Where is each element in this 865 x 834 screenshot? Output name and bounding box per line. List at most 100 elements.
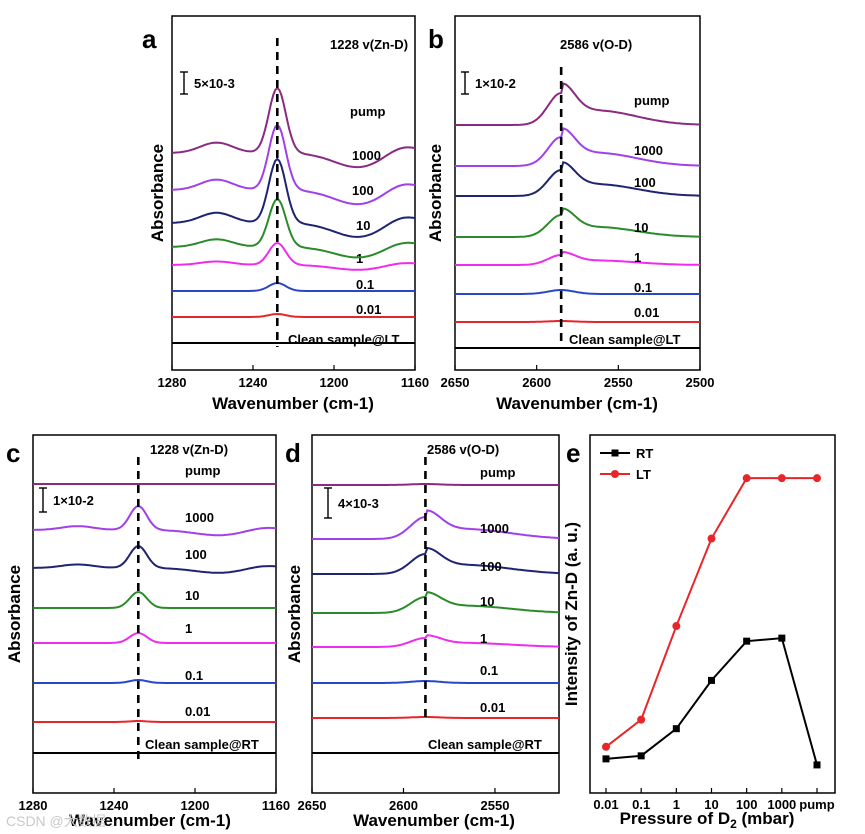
panel-b-curve-10 <box>455 207 701 238</box>
panel-c-curve-label: Clean sample@RT <box>145 737 259 752</box>
panel-c-curve-0-1 <box>33 678 276 684</box>
panel-e-xtick-label: 0.01 <box>593 797 618 812</box>
panel-e-point-lt <box>672 622 681 631</box>
panel-a-curve-label: 10 <box>356 218 370 233</box>
panel-e-point-rt <box>813 761 821 769</box>
panel-d-curve-label: 100 <box>480 559 502 574</box>
panel-d-curve-label: 0.1 <box>480 663 498 678</box>
panel-c-curve-100 <box>33 544 277 574</box>
panel-c-scale-label: 1×10-2 <box>53 493 94 508</box>
panel-b-frame <box>454 15 701 371</box>
panel-e-point-lt <box>742 474 751 483</box>
panel-e-point-lt <box>777 474 786 483</box>
panel-e-point-rt <box>743 637 751 645</box>
panel-b-curve-100 <box>455 161 700 197</box>
panel-e-xtick-label: 100 <box>736 797 758 812</box>
panel-c-curve-1000 <box>33 504 277 537</box>
panel-d-xtick-label: 2550 <box>481 798 510 813</box>
panel-a-curve-1 <box>172 241 416 271</box>
panel-e-point-lt <box>707 534 716 543</box>
panel-e-xlabel: Pressure of D2 (mbar) <box>620 809 795 831</box>
panel-a-curve-label: 1 <box>356 251 363 266</box>
panel-b-curve-label: pump <box>634 93 669 108</box>
panel-c-curve-10 <box>33 590 276 609</box>
panel-d-ylabel: Absorbance <box>285 565 304 663</box>
panel-a-curve-0-1 <box>172 281 415 292</box>
panel-a-scale-label: 5×10-3 <box>194 76 235 91</box>
panel-b-letter: b <box>428 24 444 54</box>
panel-e-xtick-label: 1000 <box>767 797 796 812</box>
panel-e-xtick-label: 10 <box>704 797 718 812</box>
panel-c-curve-label: 10 <box>185 588 199 603</box>
panel-e-point-rt <box>672 725 680 733</box>
panel-c-curve-0-01 <box>33 720 276 723</box>
panel-b-curve-label: 10 <box>634 220 648 235</box>
panel-a-curve-0-01 <box>172 312 415 318</box>
panel-b-curve-label: Clean sample@LT <box>569 332 680 347</box>
panel-d-letter: d <box>285 438 301 468</box>
panel-d-scale-label: 4×10-3 <box>338 496 379 511</box>
panel-e-frame <box>589 434 836 794</box>
panel-a-peak-label: 1228 v(Zn-D) <box>330 37 408 52</box>
panel-e-legend-marker <box>611 449 619 457</box>
panel-b-scale-label: 1×10-2 <box>475 76 516 91</box>
panel-d-curve-label: pump <box>480 465 515 480</box>
panel-d-curve-label: 10 <box>480 594 494 609</box>
panel-a-xtick-label: 1240 <box>239 375 268 390</box>
panel-c-curve-label: 100 <box>185 547 207 562</box>
panel-a-curve-label: 100 <box>352 183 374 198</box>
panel-a-curve-1000 <box>171 123 416 206</box>
panel-b-curve-1000 <box>455 127 701 167</box>
panel-b-curve-label: 0.01 <box>634 305 659 320</box>
panel-c-curve-label: 1000 <box>185 510 214 525</box>
panel-b-curve-label: 0.1 <box>634 280 652 295</box>
panel-b-xtick-label: 2550 <box>604 375 633 390</box>
panel-e-point-lt <box>813 474 821 483</box>
panel-c-xtick-label: 1160 <box>262 798 290 813</box>
panel-a-curve-label: 1000 <box>352 148 381 163</box>
panel-d-curve-label: 1000 <box>480 521 509 536</box>
panel-a-curve-label: pump <box>350 104 385 119</box>
panel-c-xtick-label: 1200 <box>181 798 210 813</box>
panel-b-curve-pump <box>455 82 700 126</box>
panel-a-curve-label: 0.1 <box>356 277 374 292</box>
panel-c-curve-label: 1 <box>185 621 192 636</box>
panel-e-legend-label: LT <box>636 467 651 482</box>
panel-b-xtick-label: 2500 <box>686 375 715 390</box>
panel-e-ylabel: Intensity of Zn-D (a. u.) <box>562 522 581 706</box>
panel-e-legend-label: RT <box>636 446 653 461</box>
panel-c-curve-label: 0.1 <box>185 668 203 683</box>
panel-a-xtick-label: 1280 <box>158 375 187 390</box>
panel-e-xtick-label: pump <box>799 797 834 812</box>
panel-e-series-line-lt <box>605 477 817 748</box>
panel-b-curve-0-1 <box>455 289 700 295</box>
panel-e-point-lt <box>602 742 610 751</box>
panel-e-point-rt <box>708 676 715 684</box>
panel-d-peak-label: 2586 v(O-D) <box>427 442 499 457</box>
panel-c-letter: c <box>6 438 20 468</box>
watermark: CSDN @大数据 <box>6 813 106 829</box>
panel-d-curve-1000 <box>312 509 560 540</box>
panel-c-xtick-label: 1240 <box>100 798 129 813</box>
panel-c-xtick-label: 1280 <box>19 798 48 813</box>
panel-b-peak-label: 2586 v(O-D) <box>560 37 632 52</box>
panel-b-xlabel: Wavenumber (cm-1) <box>496 394 658 413</box>
panel-d-xlabel: Wavenumber (cm-1) <box>353 811 515 830</box>
panel-d-curve-0-1 <box>312 680 559 684</box>
panel-a-ylabel: Absorbance <box>148 144 167 242</box>
panel-e-point-rt <box>778 634 786 642</box>
panel-d-curve-0-01 <box>312 716 559 719</box>
panel-b-xtick-label: 2650 <box>441 375 470 390</box>
panel-c-peak-label: 1228 v(Zn-D) <box>150 442 228 457</box>
panel-b-ylabel: Absorbance <box>426 144 445 242</box>
panel-a-xtick-label: 1160 <box>401 375 429 390</box>
panel-a-curve-100 <box>171 157 416 238</box>
panel-a-curve-label: 0.01 <box>356 302 381 317</box>
panel-d-curve-label: 1 <box>480 631 487 646</box>
panel-b-xtick-label: 2600 <box>522 375 551 390</box>
panel-c-curve-1 <box>33 631 276 644</box>
panel-a-xlabel: Wavenumber (cm-1) <box>212 394 374 413</box>
panel-d-xtick-label: 2650 <box>298 798 327 813</box>
